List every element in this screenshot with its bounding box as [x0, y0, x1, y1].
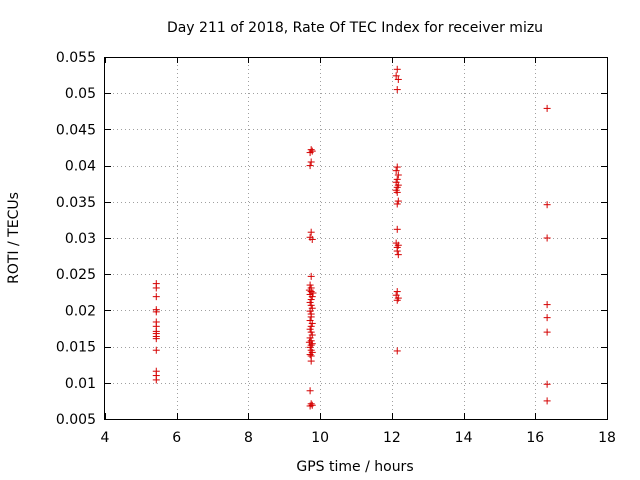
y-tick-label: 0.045	[56, 122, 96, 138]
data-point	[306, 402, 314, 410]
y-tick-label: 0.05	[65, 86, 96, 102]
data-point	[393, 86, 401, 94]
data-point	[306, 325, 314, 333]
data-point	[543, 380, 551, 388]
x-tick-label: 16	[526, 430, 544, 446]
data-point	[393, 347, 401, 355]
x-tick-label: 6	[172, 430, 181, 446]
data-point	[543, 397, 551, 405]
data-point	[306, 343, 314, 351]
data-point	[394, 171, 402, 179]
data-point	[307, 313, 315, 321]
data-point	[306, 307, 314, 315]
y-tick-label: 0.025	[56, 267, 96, 283]
grid	[105, 57, 607, 419]
data-point	[308, 293, 316, 301]
y-tick-label: 0.005	[56, 412, 96, 428]
x-tick-label: 14	[455, 430, 473, 446]
data-point	[152, 308, 160, 316]
data-point	[307, 301, 315, 309]
data-point	[393, 225, 401, 233]
data-point	[307, 228, 315, 236]
x-axis-label: GPS time / hours	[296, 459, 413, 475]
data-point	[394, 197, 402, 205]
data-point	[393, 288, 401, 296]
data-point	[393, 200, 401, 208]
data-point	[306, 149, 314, 157]
data-point	[306, 298, 314, 306]
y-tick-label: 0.03	[65, 231, 96, 247]
y-tick-label: 0.015	[56, 340, 96, 356]
data-point	[308, 340, 316, 348]
data-point	[393, 188, 401, 196]
data-point	[152, 293, 160, 301]
data-point	[393, 175, 401, 183]
plot-frame	[104, 57, 608, 420]
y-tick-labels: 0.005 0.01 0.015 0.02 0.025 0.03 0.035 0.04 0.04…	[56, 50, 96, 428]
data-point	[306, 351, 314, 359]
data-point	[152, 376, 160, 384]
data-point	[394, 251, 402, 259]
data-point	[152, 284, 160, 292]
data-point	[307, 328, 315, 336]
axis-ticks	[105, 57, 608, 420]
data-point	[306, 162, 314, 170]
data-point	[543, 314, 551, 322]
data-points	[152, 65, 551, 410]
data-point	[308, 319, 316, 327]
data-point	[543, 234, 551, 242]
x-tick-label: 8	[244, 430, 253, 446]
data-point	[393, 296, 401, 304]
x-tick-label: 10	[311, 430, 329, 446]
data-point	[543, 328, 551, 336]
data-point	[308, 235, 316, 243]
data-point	[305, 286, 313, 294]
y-tick-label: 0.04	[65, 159, 96, 175]
data-point	[543, 104, 551, 112]
y-tick-label: 0.035	[56, 195, 96, 211]
y-tick-label: 0.01	[65, 376, 96, 392]
chart-title: Day 211 of 2018, Rate Of TEC Index for r…	[167, 20, 543, 36]
data-point	[393, 247, 401, 255]
x-tick-labels: 4 6 8 10 12 14 16 18	[101, 430, 616, 446]
x-tick-label: 12	[383, 430, 401, 446]
data-point	[392, 72, 400, 80]
x-tick-label: 18	[598, 430, 616, 446]
data-point	[152, 346, 160, 354]
data-point	[393, 163, 401, 171]
data-point	[152, 335, 160, 343]
y-axis-label: ROTI / TECUs	[6, 192, 22, 284]
data-point	[307, 357, 315, 365]
data-point	[307, 272, 315, 280]
data-point	[306, 334, 314, 342]
y-tick-label: 0.055	[56, 50, 96, 66]
data-point	[307, 146, 315, 154]
data-point	[309, 289, 317, 297]
data-point	[543, 201, 551, 209]
data-point	[307, 288, 315, 296]
data-point	[394, 75, 402, 83]
data-point	[393, 65, 401, 73]
data-point	[307, 158, 315, 166]
data-point	[392, 167, 400, 175]
data-point	[305, 338, 313, 346]
data-point	[306, 281, 314, 289]
data-point	[543, 301, 551, 309]
y-tick-label: 0.02	[65, 303, 96, 319]
data-point	[306, 387, 314, 395]
x-tick-label: 4	[101, 430, 110, 446]
